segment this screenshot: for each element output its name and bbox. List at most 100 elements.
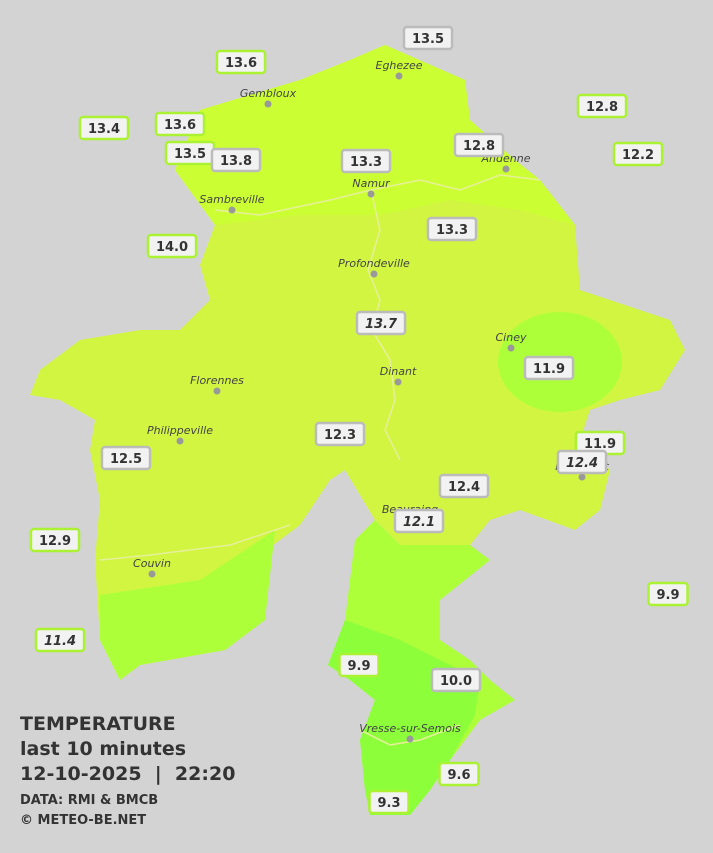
station-value: 13.7: [365, 317, 398, 332]
station-box: [402, 25, 454, 51]
station-label: 13.5: [402, 25, 454, 51]
station-value: 12.8: [463, 139, 495, 154]
city-name: Namur: [352, 177, 391, 190]
zone-west: [100, 530, 275, 680]
station-box: [340, 148, 392, 174]
city-dot: [395, 72, 403, 80]
station-label: 14.0: [146, 233, 198, 259]
station-value: 10.0: [440, 674, 472, 689]
city-name: Sambreville: [199, 193, 264, 206]
station-box: [576, 93, 628, 119]
city-dot: [507, 344, 515, 352]
station-label: 12.4: [556, 449, 608, 475]
station-label: 12.4: [438, 473, 490, 499]
legend-subtitle: last 10 minutes: [20, 738, 186, 760]
station-label: 12.5: [100, 445, 152, 471]
legend-source: DATA: RMI & BMCB: [20, 793, 158, 808]
station-value: 11.9: [584, 437, 616, 452]
station-box: [426, 216, 478, 242]
river: [99, 524, 291, 561]
station-label: 10.0: [430, 667, 482, 693]
station-box: [100, 445, 152, 471]
station-box: [314, 421, 366, 447]
station-value: 9.3: [377, 796, 400, 811]
station-value: 13.8: [220, 154, 252, 169]
station-box: [338, 652, 380, 678]
city-dot: [228, 206, 236, 214]
station-label: 9.3: [368, 789, 410, 815]
station-box: [368, 789, 410, 815]
station-box: [453, 132, 505, 158]
station-label: 13.3: [426, 216, 478, 242]
city-name: Dinant: [380, 365, 417, 378]
station-label: 9.9: [338, 652, 380, 678]
station-label: 12.9: [29, 527, 81, 553]
station-box: [154, 111, 206, 137]
city-name: Philippeville: [147, 424, 213, 437]
station-value: 12.3: [324, 428, 356, 443]
station-label: 13.4: [78, 115, 130, 141]
zone-north: [175, 45, 575, 225]
station-label: 13.3: [340, 148, 392, 174]
station-label: 9.9: [647, 581, 689, 607]
station-label: 13.6: [215, 49, 267, 75]
city-name: Couvin: [133, 557, 171, 570]
station-box: [355, 310, 407, 336]
station-value: 9.9: [656, 588, 679, 603]
station-value: 14.0: [156, 240, 188, 255]
station-box: [78, 115, 130, 141]
legend-title: TEMPERATURE: [20, 713, 176, 735]
station-label: 9.6: [438, 761, 480, 787]
city-name: Vresse-sur-Semois: [359, 722, 461, 735]
station-value: 9.9: [347, 659, 370, 674]
city-name: Florennes: [190, 374, 244, 387]
legend-credit: © METEO-BE.NET: [20, 813, 146, 828]
station-label: 13.7: [355, 310, 407, 336]
city-dot: [176, 437, 184, 445]
station-value: 12.9: [39, 534, 71, 549]
city-dot: [502, 165, 510, 173]
city-dot: [367, 190, 375, 198]
station-label: 12.2: [612, 141, 664, 167]
station-box: [523, 355, 575, 381]
station-box: [438, 761, 480, 787]
station-label: 12.3: [314, 421, 366, 447]
city-name: Profondeville: [338, 257, 410, 270]
city-dot: [370, 270, 378, 278]
river: [359, 724, 461, 746]
city-dot: [406, 735, 414, 743]
station-label: 13.6: [154, 111, 206, 137]
city-dot: [394, 378, 402, 386]
city-name: Eghezee: [376, 59, 423, 72]
station-value: 12.4: [448, 480, 480, 495]
legend-datetime: 12-10-2025 | 22:20: [20, 763, 235, 785]
station-value: 13.4: [88, 122, 120, 137]
station-value: 12.5: [110, 452, 142, 467]
city-dot: [148, 570, 156, 578]
city-dot: [213, 387, 221, 395]
station-box: [34, 627, 86, 653]
station-box: [438, 473, 490, 499]
station-box: [215, 49, 267, 75]
station-value: 13.3: [350, 155, 382, 170]
city-name: Gembloux: [240, 87, 297, 100]
city-name: Ciney: [496, 331, 527, 344]
station-label: 11.4: [34, 627, 86, 653]
station-label: 12.1: [393, 508, 445, 534]
station-box: [210, 147, 262, 173]
station-box: [146, 233, 198, 259]
station-label: 12.8: [576, 93, 628, 119]
station-value: 13.5: [412, 32, 444, 47]
river: [214, 174, 541, 216]
station-box: [612, 141, 664, 167]
station-value: 12.8: [586, 100, 618, 115]
station-label: 13.5: [164, 140, 216, 166]
station-value: 13.3: [436, 223, 468, 238]
station-box: [647, 581, 689, 607]
station-value: 12.1: [403, 515, 435, 530]
station-box: [430, 667, 482, 693]
station-box: [393, 508, 445, 534]
city-dot: [264, 100, 272, 108]
station-label: 13.8: [210, 147, 262, 173]
